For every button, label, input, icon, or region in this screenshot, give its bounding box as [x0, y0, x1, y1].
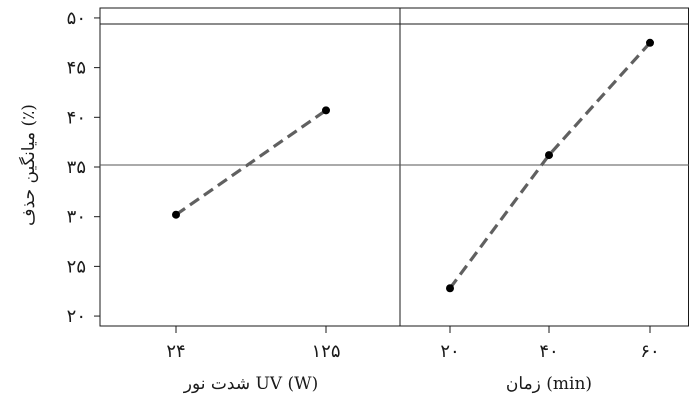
plot-border [99, 7, 689, 327]
y-tick-label-6: ۵۰ [67, 8, 86, 29]
y-axis-title: میانگین حذف (٪) [18, 104, 39, 226]
panels: ۲۴ ۱۲۵ ۲۰ ۴۰ ۶۰ [166, 38, 660, 362]
y-tick-label-0: ۲۰ [67, 306, 86, 327]
panel-1: ۲۴ ۱۲۵ [166, 106, 341, 362]
y-tick-label-2: ۳۰ [67, 207, 86, 228]
plot-frame [99, 7, 689, 327]
panel-1-x-tick-label-1: ۱۲۵ [311, 341, 340, 362]
panel-2-x-tick-label-2: ۶۰ [640, 341, 659, 362]
panel-2-x-axis-title: زمان (min) [506, 374, 592, 394]
y-tick-label-5: ۴۵ [67, 58, 86, 79]
panel-1-series-line [175, 109, 327, 217]
y-tick-label-1: ۲۵ [67, 256, 86, 277]
panel-2-point-1 [545, 151, 553, 160]
panel-2: ۲۰ ۴۰ ۶۰ [440, 38, 660, 362]
panel-2-point-2 [646, 38, 654, 47]
y-tick-label-3: ۳۵ [67, 157, 86, 178]
y-axis: ۲۰ ۲۵ ۳۰ ۳۵ ۴۰ ۴۵ ۵۰ [67, 8, 100, 327]
panel-1-x-tick-label-0: ۲۴ [166, 341, 185, 362]
panel-2-x-tick-label-1: ۴۰ [539, 341, 558, 362]
panel-1-point-0 [172, 210, 180, 219]
panel-1-point-1 [322, 106, 330, 115]
panel-2-x-tick-label-0: ۲۰ [440, 341, 459, 362]
y-tick-label-4: ۴۰ [67, 107, 86, 128]
panel-1-x-axis-title: شدت نور UV (W) [183, 374, 318, 394]
panel-2-series-line [448, 41, 652, 290]
panel-2-point-0 [446, 284, 454, 293]
